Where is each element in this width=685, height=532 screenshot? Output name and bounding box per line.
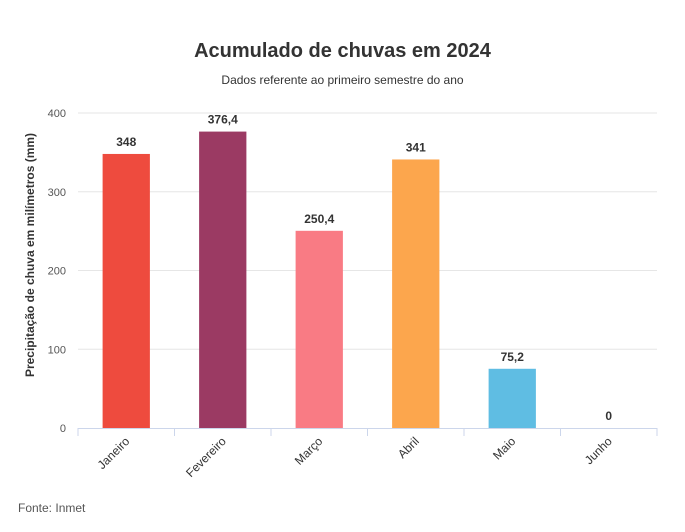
- bars: [102, 131, 536, 428]
- x-tick-label: Março: [292, 434, 326, 468]
- data-label: 341: [406, 140, 426, 154]
- x-axis: Janeiro Fevereiro Março Abril Maio Junho: [77, 428, 658, 480]
- chart-title: Acumulado de chuvas em 2024: [194, 40, 491, 62]
- data-labels: 348 376,4 250,4 341 75,2 0: [116, 113, 612, 423]
- bar: [102, 153, 150, 428]
- bar: [199, 131, 247, 428]
- data-label: 376,4: [208, 113, 238, 127]
- source-note: Fonte: Inmet: [18, 501, 86, 515]
- y-axis-ticks: 0 100 200 300 400: [48, 108, 66, 435]
- y-tick-label: 0: [60, 423, 66, 435]
- bar: [295, 230, 343, 428]
- data-label: 0: [605, 409, 612, 423]
- chart-subtitle: Dados referente ao primeiro semestre do …: [221, 73, 464, 87]
- bar: [392, 159, 440, 428]
- x-tick-label: Janeiro: [95, 434, 133, 472]
- y-tick-label: 200: [48, 266, 66, 278]
- data-label: 348: [116, 135, 136, 149]
- y-tick-label: 400: [48, 108, 66, 120]
- bar: [488, 368, 536, 428]
- x-tick-label: Junho: [582, 434, 615, 467]
- y-tick-label: 300: [48, 187, 66, 199]
- x-tick-label: Maio: [490, 434, 519, 463]
- y-tick-label: 100: [48, 344, 66, 356]
- x-tick-label: Abril: [395, 434, 422, 461]
- y-axis-title: Precipitação de chuva em milímetros (mm): [23, 133, 37, 377]
- grid-lines: [78, 112, 657, 350]
- data-label: 250,4: [304, 212, 334, 226]
- x-tick-label: Fevereiro: [183, 434, 229, 480]
- data-label: 75,2: [501, 350, 525, 364]
